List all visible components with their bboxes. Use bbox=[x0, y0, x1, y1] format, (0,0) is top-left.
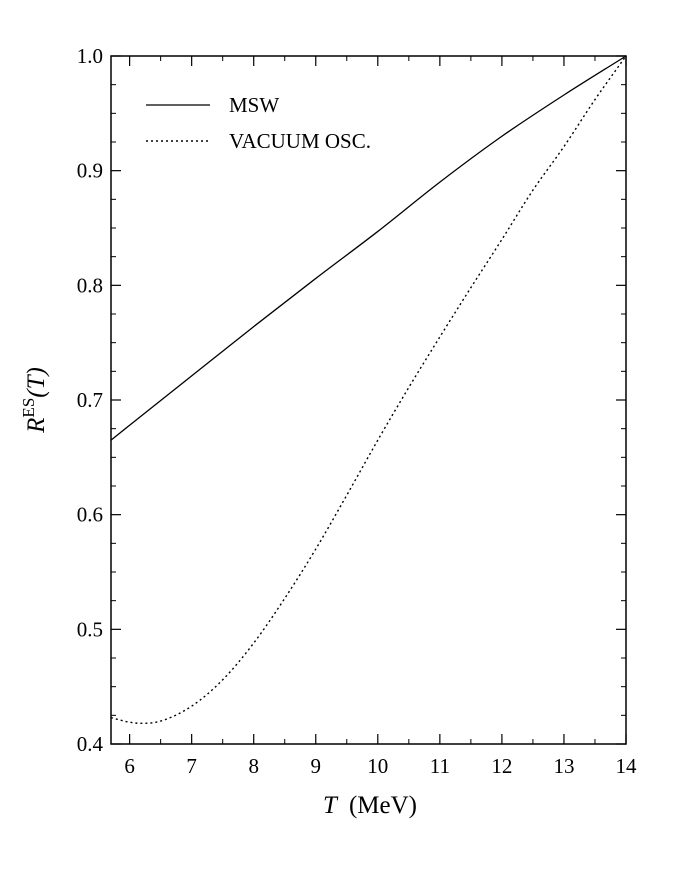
series-line-vacuum-osc bbox=[110, 55, 627, 725]
y-tick-label: 0.6 bbox=[77, 503, 103, 527]
axis-ticks bbox=[111, 55, 627, 745]
x-tick-label: 12 bbox=[491, 754, 512, 778]
plot-frame bbox=[110, 55, 627, 745]
y-axis-label: RES(T) bbox=[19, 367, 50, 434]
legend-label-vacuum-osc: VACUUM OSC. bbox=[229, 129, 371, 153]
x-tick-label: 11 bbox=[430, 754, 450, 778]
y-tick-label: 0.5 bbox=[77, 617, 103, 641]
x-tick-label: 7 bbox=[186, 754, 197, 778]
y-tick-label: 0.7 bbox=[77, 388, 103, 412]
tick-labels: 6 7 8 9 10 11 12 13 14 0.4 0.5 0.6 0.7 0.8 0.9 1.0 bbox=[77, 44, 637, 778]
x-tick-label: 6 bbox=[124, 754, 135, 778]
y-tick-label: 0.9 bbox=[77, 159, 103, 183]
x-axis-label-symbol: T bbox=[323, 792, 339, 819]
x-tick-label: 10 bbox=[367, 754, 388, 778]
x-tick-label: 14 bbox=[616, 754, 638, 778]
y-axis-label-base: R bbox=[23, 418, 50, 434]
y-tick-label: 1.0 bbox=[77, 44, 103, 68]
x-axis-label-unit: (MeV) bbox=[349, 792, 417, 819]
legend: MSW VACUUM OSC. bbox=[146, 93, 371, 153]
x-tick-label: 13 bbox=[553, 754, 574, 778]
y-axis-label-arg: (T) bbox=[23, 367, 50, 398]
x-tick-label: 9 bbox=[311, 754, 322, 778]
x-tick-label: 8 bbox=[248, 754, 259, 778]
x-axis-label: T (MeV) bbox=[323, 792, 417, 819]
y-tick-label: 0.8 bbox=[77, 273, 103, 297]
series-line-msw bbox=[110, 55, 627, 441]
y-axis-label-superscript: ES bbox=[19, 398, 38, 418]
y-tick-label: 0.4 bbox=[77, 732, 104, 756]
legend-label-msw: MSW bbox=[229, 93, 279, 117]
series-lines bbox=[110, 55, 627, 725]
